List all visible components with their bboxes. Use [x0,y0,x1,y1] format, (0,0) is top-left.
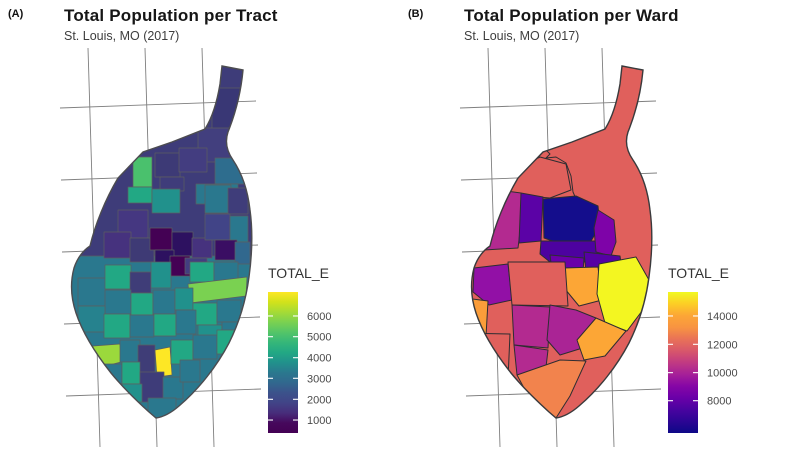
city-outline [470,65,653,419]
map-region [154,346,173,378]
map-region [152,289,176,315]
legend-colorbar [268,292,298,433]
legend-colorbar [668,292,698,433]
map-region [174,287,194,311]
map-region [129,271,152,294]
map-region [129,314,155,338]
map-region [104,264,132,290]
legend-tick-label: 14000 [707,311,738,323]
map-region [119,339,141,363]
panel-b: TOTAL_E 14000 12000 10000 8000 (B) Total Pop… [400,0,800,450]
legend-tick-label: 5000 [307,332,331,344]
legend-tick-label: 8000 [707,396,731,408]
legend-tick-label: 10000 [707,368,738,380]
map-region [153,313,177,337]
map-region [511,304,551,349]
panel-tag-b: (B) [408,8,424,20]
legend-tick-label: 2000 [307,394,331,406]
panel-header-a: Total Population per Tract St. Louis, MO… [64,6,278,43]
map-region [154,152,181,178]
map-region [507,261,569,307]
map-region [121,383,143,403]
map-region [204,213,231,241]
panel-subtitle-b: St. Louis, MO (2017) [464,29,580,43]
map-region [227,187,249,215]
legend: TOTAL_E 14000 12000 10000 8000 [668,265,738,433]
panel-tag-a: (A) [8,8,24,20]
legend-tick-label: 6000 [307,311,331,323]
map-region [189,261,215,283]
map-region [77,277,107,307]
map-region [179,359,201,383]
map-region [103,313,131,339]
map-region [214,239,238,261]
legend-tick-label: 1000 [307,415,331,427]
city-outline [70,65,253,419]
map-region [103,231,132,259]
panel-subtitle-a: St. Louis, MO (2017) [64,29,180,43]
map-region [191,237,213,259]
map-region [471,332,511,380]
panel-header-b: Total Population per Ward St. Louis, MO … [464,6,679,43]
map-region [104,289,132,315]
map-region [216,299,242,323]
map-region [596,256,650,332]
ward-regions [471,66,652,418]
legend-tick-label: 12000 [707,339,738,351]
map-region [518,192,544,244]
map-region [576,317,627,361]
map-region [121,361,141,385]
map-region [234,241,251,265]
map-region [178,147,208,173]
map-region [139,371,165,403]
map-region [192,334,218,360]
legend-tick-label: 4000 [307,353,331,365]
map-region [472,263,513,306]
map-region [542,195,601,246]
map-region [471,188,523,251]
legend-tick-label: 3000 [307,373,331,385]
map-svg-b: TOTAL_E 14000 12000 10000 8000 [459,47,738,448]
legend-title: TOTAL_E [268,265,329,281]
tract-regions [71,66,252,418]
map-region [130,292,154,316]
map-region [149,227,173,251]
legend-title: TOTAL_E [668,265,729,281]
map-region [132,156,153,188]
map-region [137,344,156,374]
panel-title-b: Total Population per Ward [464,6,679,25]
map-region [175,309,197,335]
map-region [171,231,194,257]
panel-a: TOTAL_E 6000 5000 4000 3000 2000 1000 (A) Tota… [8,6,331,448]
map-region [151,188,181,214]
map-region [127,186,153,204]
map-svg-a: TOTAL_E 6000 5000 4000 3000 2000 1000 [59,47,331,448]
map-region [150,261,172,289]
map-region [229,215,249,243]
map-region [204,184,232,214]
legend: TOTAL_E 6000 5000 4000 3000 2000 1000 [268,265,331,433]
panel-title-a: Total Population per Tract [64,6,278,25]
map-region [192,302,218,326]
